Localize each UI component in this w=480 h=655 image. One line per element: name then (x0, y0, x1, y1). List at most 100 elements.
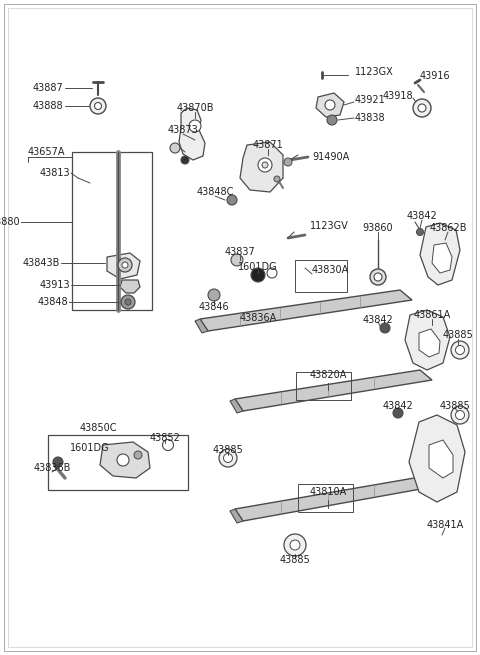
Circle shape (95, 102, 101, 109)
Bar (298, 484, 353, 512)
Bar (295, 260, 347, 292)
Circle shape (451, 406, 469, 424)
Polygon shape (409, 415, 465, 502)
Text: 43885: 43885 (280, 555, 311, 565)
Text: 43820A: 43820A (309, 370, 347, 380)
Circle shape (456, 411, 465, 419)
Text: 43862B: 43862B (429, 223, 467, 233)
Circle shape (181, 156, 189, 164)
Circle shape (267, 268, 277, 278)
Polygon shape (235, 477, 432, 521)
Text: 43885: 43885 (440, 401, 470, 411)
Text: 43813: 43813 (39, 168, 70, 178)
Circle shape (417, 229, 423, 236)
Text: 43848: 43848 (37, 297, 68, 307)
Circle shape (456, 345, 465, 354)
Bar (48, 435, 188, 490)
Polygon shape (429, 440, 453, 478)
Polygon shape (419, 329, 440, 357)
Text: 43918: 43918 (383, 91, 413, 101)
Text: 43913: 43913 (39, 280, 70, 290)
Text: 43842: 43842 (383, 401, 413, 411)
Polygon shape (420, 223, 460, 285)
Text: 43885: 43885 (443, 330, 473, 340)
Text: 43880: 43880 (0, 217, 20, 227)
Circle shape (227, 195, 237, 205)
Circle shape (262, 162, 268, 168)
Text: 43848C: 43848C (196, 187, 234, 197)
Text: 1123GX: 1123GX (355, 67, 394, 77)
Circle shape (163, 440, 173, 451)
Polygon shape (120, 280, 140, 293)
Text: 1601DG: 1601DG (238, 262, 278, 272)
Text: 43842: 43842 (407, 211, 437, 221)
Circle shape (122, 262, 128, 268)
Bar (72, 152, 152, 310)
Circle shape (451, 341, 469, 359)
Circle shape (121, 295, 135, 309)
Text: 43657A: 43657A (27, 147, 65, 157)
Circle shape (284, 534, 306, 556)
Circle shape (327, 115, 337, 125)
Circle shape (125, 299, 131, 305)
Text: 43810A: 43810A (310, 487, 347, 497)
Text: 43870B: 43870B (176, 103, 214, 113)
Circle shape (258, 158, 272, 172)
Bar (296, 372, 351, 400)
Text: 1123GV: 1123GV (310, 221, 349, 231)
Text: 43888: 43888 (32, 101, 63, 111)
Text: 43841A: 43841A (426, 520, 464, 530)
Circle shape (380, 323, 390, 333)
Polygon shape (107, 253, 140, 279)
Text: 43871: 43871 (252, 140, 283, 150)
Text: 43830A: 43830A (312, 265, 349, 275)
Text: 43838: 43838 (355, 113, 385, 123)
Circle shape (274, 176, 280, 182)
Text: 43837: 43837 (225, 247, 255, 257)
Polygon shape (230, 509, 243, 523)
Circle shape (189, 120, 201, 132)
Circle shape (170, 143, 180, 153)
Circle shape (370, 269, 386, 285)
Polygon shape (235, 370, 432, 411)
Polygon shape (230, 399, 243, 413)
Circle shape (290, 540, 300, 550)
Text: 43850C: 43850C (79, 423, 117, 433)
Circle shape (393, 408, 403, 418)
Polygon shape (200, 290, 412, 331)
Circle shape (374, 273, 382, 281)
Polygon shape (405, 310, 450, 370)
Circle shape (53, 457, 63, 467)
Polygon shape (432, 243, 452, 273)
Text: 43843B: 43843B (23, 258, 60, 268)
Circle shape (117, 454, 129, 466)
Circle shape (224, 453, 232, 462)
Polygon shape (195, 319, 208, 333)
Polygon shape (316, 93, 344, 117)
Circle shape (118, 258, 132, 272)
Text: 91490A: 91490A (312, 152, 349, 162)
Circle shape (208, 289, 220, 301)
Circle shape (231, 254, 243, 266)
Text: 43846: 43846 (199, 302, 229, 312)
Text: 93860: 93860 (363, 223, 393, 233)
Text: 43852: 43852 (150, 433, 180, 443)
Polygon shape (100, 442, 150, 478)
Circle shape (418, 104, 426, 112)
Text: 43836A: 43836A (240, 313, 276, 323)
Circle shape (90, 98, 106, 114)
Circle shape (413, 99, 431, 117)
Circle shape (325, 100, 335, 110)
Text: 43921: 43921 (355, 95, 386, 105)
Circle shape (284, 158, 292, 166)
Text: 43861A: 43861A (413, 310, 451, 320)
Circle shape (134, 451, 142, 459)
Text: 43885: 43885 (213, 445, 243, 455)
Text: 43916: 43916 (420, 71, 451, 81)
Circle shape (219, 449, 237, 467)
Text: 43873: 43873 (168, 125, 198, 135)
Circle shape (251, 268, 265, 282)
Text: 43836B: 43836B (33, 463, 71, 473)
Polygon shape (179, 108, 205, 160)
Text: 43842: 43842 (362, 315, 394, 325)
